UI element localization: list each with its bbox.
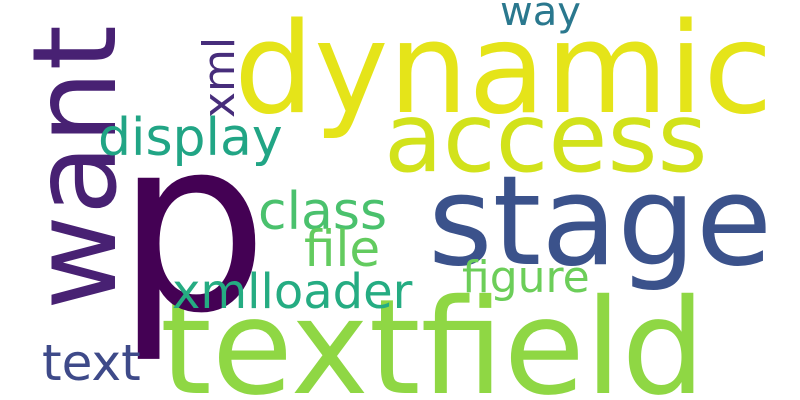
word-display: display	[98, 112, 283, 164]
word-xml: xml	[198, 37, 242, 118]
word-figure: figure	[462, 256, 590, 300]
word-xmlloader: xmlloader	[172, 268, 412, 316]
word-text: text	[42, 338, 141, 388]
word-way: way	[500, 0, 581, 32]
